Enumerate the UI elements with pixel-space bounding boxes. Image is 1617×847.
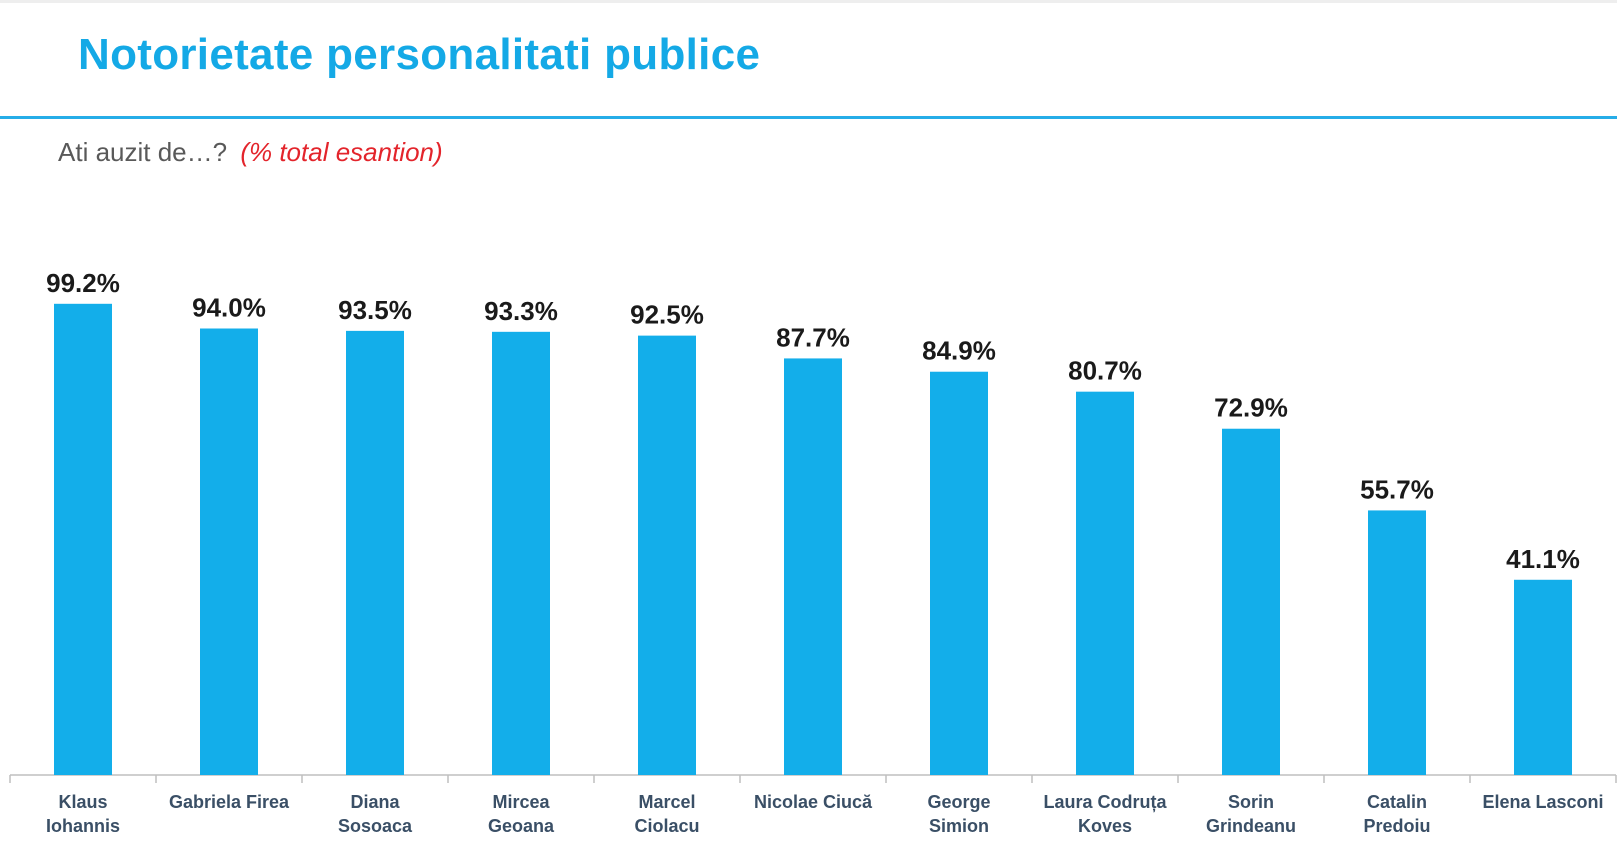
bar [1076,391,1134,775]
bar [492,331,550,775]
x-tick-label: Diana Sosoaca [338,792,413,836]
x-tick-label-line: Grindeanu [1206,816,1296,836]
x-tick-label-line: Geoana [488,816,555,836]
data-label: 41.1% [1506,544,1580,574]
x-tick-label-line: Koves [1078,816,1132,836]
bar [1514,579,1572,775]
data-label: 55.7% [1360,474,1434,504]
x-tick-label: Gabriela Firea [169,792,290,812]
bar [200,328,258,775]
x-tick-label: Nicolae Ciucă [754,792,873,812]
data-label: 93.3% [484,296,558,326]
x-tick-label: Marcel Ciolacu [634,792,699,836]
data-label: 84.9% [922,336,996,366]
data-label: 72.9% [1214,393,1288,423]
title-divider [0,116,1617,119]
bar [784,358,842,775]
x-tick-label: Elena Lasconi [1482,792,1603,812]
x-tick-label: Klaus Iohannis [46,792,120,836]
x-tick-label-line: Sorin [1228,792,1274,812]
bar [346,330,404,775]
bar [1222,428,1280,775]
x-tick-label-line: Laura Codruța [1043,792,1167,812]
top-rule [0,0,1617,3]
x-tick-label: George Simion [927,792,990,836]
x-tick-label-line: Sosoaca [338,816,413,836]
x-tick-label-line: Klaus [58,792,107,812]
x-tick-label-line: Gabriela Firea [169,792,290,812]
data-label: 94.0% [192,293,266,323]
chart-subtitle: Ati auzit de…? (% total esantion) [58,137,443,168]
data-label: 93.5% [338,295,412,325]
subtitle-note: (% total esantion) [240,137,443,167]
data-label: 99.2% [46,268,120,298]
x-tick-label-line: Simion [929,816,989,836]
x-tick-label: Mircea Geoana [488,792,555,836]
x-tick-label-line: Elena Lasconi [1482,792,1603,812]
x-tick-label-line: Predoiu [1363,816,1430,836]
x-tick-label-line: George [927,792,990,812]
bar [1368,510,1426,775]
data-label: 87.7% [776,322,850,352]
x-tick-label-line: Mircea [492,792,550,812]
bar [54,303,112,775]
page-title: Notorietate personalitati publice [78,30,761,79]
x-tick-label-line: Nicolae Ciucă [754,792,873,812]
x-tick-label-line: Diana [350,792,400,812]
data-label: 80.7% [1068,356,1142,386]
x-tick-label-line: Marcel [638,792,695,812]
x-tick-label-line: Catalin [1367,792,1427,812]
x-tick-label: Catalin Predoiu [1363,792,1430,836]
bar [638,335,696,775]
x-tick-label: Laura Codruța Koves [1043,792,1167,836]
x-tick-label: Sorin Grindeanu [1206,792,1296,836]
subtitle-question: Ati auzit de…? [58,137,228,167]
x-tick-label-line: Iohannis [46,816,120,836]
bar [930,371,988,775]
data-label: 92.5% [630,300,704,330]
x-tick-label-line: Ciolacu [634,816,699,836]
